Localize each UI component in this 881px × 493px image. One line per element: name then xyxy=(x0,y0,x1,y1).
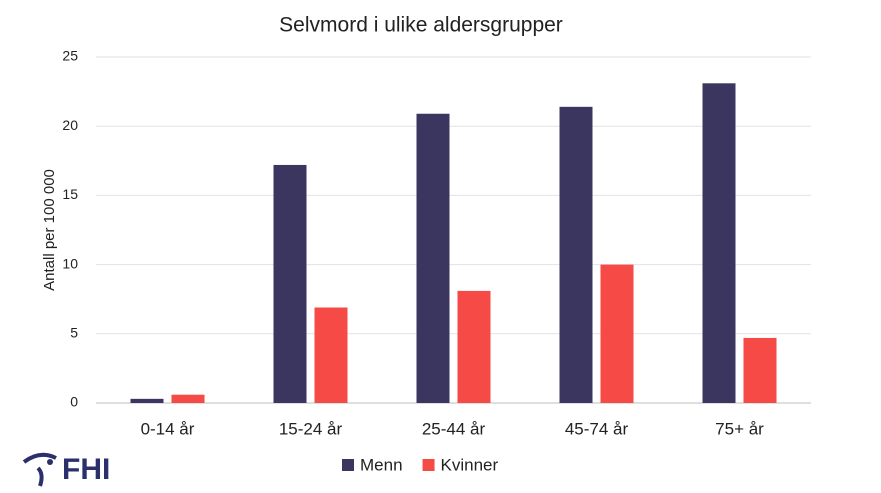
chart-title: Selvmord i ulike aldersgrupper xyxy=(279,14,563,37)
bar xyxy=(559,106,593,403)
logo-dot xyxy=(47,459,53,465)
legend-swatch xyxy=(422,459,435,471)
x-tick-label: 25-44 år xyxy=(422,419,486,438)
legend-label: Menn xyxy=(360,455,403,474)
x-tick-label: 45-74 år xyxy=(565,419,629,438)
bar xyxy=(743,337,777,403)
bar xyxy=(314,307,348,403)
y-tick-label: 5 xyxy=(70,325,78,341)
legend-swatch xyxy=(342,459,354,471)
x-tick-label: 15-24 år xyxy=(279,419,343,438)
bar xyxy=(130,398,164,403)
x-tick-label: 75+ år xyxy=(715,419,764,438)
bar xyxy=(171,394,205,403)
bar xyxy=(600,264,634,403)
y-tick-label: 10 xyxy=(62,255,78,271)
y-tick-label: 25 xyxy=(62,48,78,64)
bar xyxy=(273,164,307,403)
y-tick-label: 0 xyxy=(70,394,78,410)
y-tick-label: 15 xyxy=(62,186,78,202)
logo-text: FHI xyxy=(62,453,110,486)
x-tick-label: 0-14 år xyxy=(141,419,195,438)
legend-label: Kvinner xyxy=(441,455,499,474)
y-tick-label: 20 xyxy=(62,117,78,133)
logo-mark xyxy=(22,452,57,487)
bar xyxy=(702,83,736,404)
bar xyxy=(416,113,450,403)
logo: FHI xyxy=(22,452,110,487)
y-axis-label: Antall per 100 000 xyxy=(41,169,58,291)
bar xyxy=(457,290,491,403)
